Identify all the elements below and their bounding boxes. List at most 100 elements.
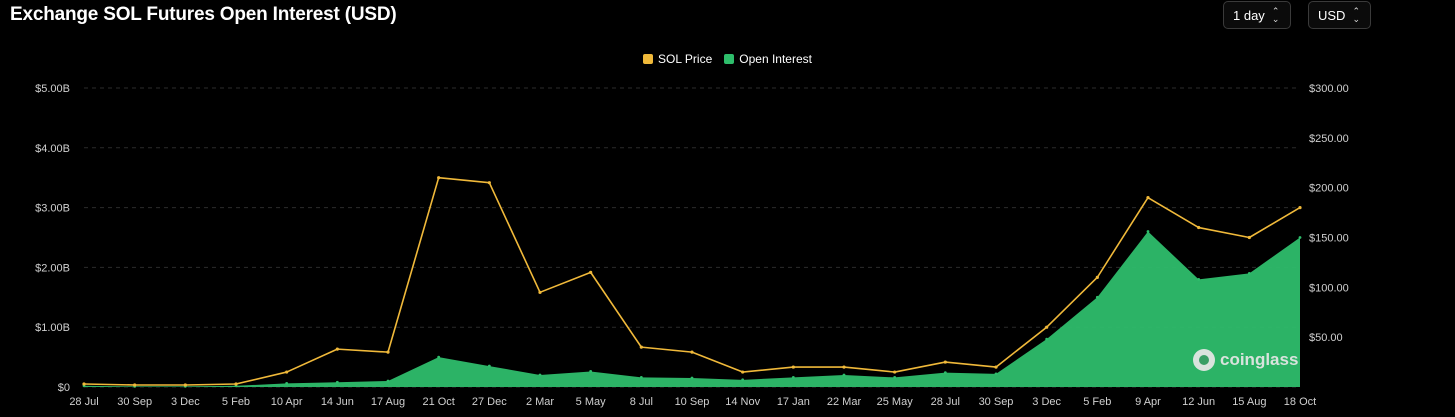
price-point bbox=[1247, 235, 1251, 240]
y-right-tick-label: $250.00 bbox=[1309, 133, 1349, 145]
price-point bbox=[639, 345, 643, 349]
x-tick-label: 18 Oct bbox=[1284, 396, 1316, 408]
chart-legend: SOL Price Open Interest bbox=[0, 52, 1455, 66]
page-title: Exchange SOL Futures Open Interest (USD) bbox=[10, 4, 397, 25]
y-right-tick-label: $150.00 bbox=[1309, 233, 1349, 245]
x-tick-label: 30 Sep bbox=[979, 396, 1014, 408]
x-tick-label: 14 Nov bbox=[725, 396, 760, 408]
legend-label-price: SOL Price bbox=[658, 52, 713, 66]
y-left-tick-label: $5.00B bbox=[35, 83, 70, 95]
x-tick-label: 5 May bbox=[576, 396, 606, 408]
y-right-tick-label: $200.00 bbox=[1309, 183, 1349, 195]
y-axis-left: $0 $1.00B $2.00B $3.00B $4.00B $5.00B bbox=[35, 83, 70, 394]
x-tick-label: 14 Jun bbox=[321, 396, 354, 408]
oi-point bbox=[1298, 236, 1302, 239]
price-point bbox=[1045, 325, 1049, 329]
oi-point bbox=[1197, 277, 1201, 281]
oi-point bbox=[943, 371, 947, 375]
x-tick-label: 8 Jul bbox=[630, 396, 653, 408]
oi-point bbox=[386, 379, 390, 383]
price-point bbox=[285, 370, 289, 374]
price-point bbox=[589, 270, 593, 274]
x-tick-label: 22 Mar bbox=[827, 396, 862, 408]
x-tick-label: 9 Apr bbox=[1135, 396, 1161, 408]
y-left-tick-label: $4.00B bbox=[35, 143, 70, 155]
oi-point bbox=[487, 364, 491, 368]
x-tick-label: 30 Sep bbox=[117, 396, 152, 408]
open-interest-area bbox=[82, 230, 1302, 388]
price-point bbox=[82, 382, 86, 386]
oi-point bbox=[1146, 230, 1150, 233]
oi-point bbox=[437, 355, 441, 359]
y-left-tick-label: $2.00B bbox=[35, 262, 70, 274]
price-point bbox=[741, 370, 745, 374]
price-point bbox=[1146, 196, 1150, 200]
x-tick-label: 10 Apr bbox=[271, 396, 303, 408]
y-axis-right: $50.00 $100.00 $150.00 $200.00 $250.00 $300.0… bbox=[1309, 83, 1349, 344]
price-point bbox=[842, 365, 846, 369]
x-tick-label: 15 Aug bbox=[1232, 396, 1266, 408]
price-point bbox=[994, 365, 998, 369]
y-left-tick-label: $0 bbox=[58, 382, 70, 394]
oi-point bbox=[741, 378, 745, 382]
price-point bbox=[335, 347, 339, 351]
x-tick-label: 5 Feb bbox=[222, 396, 250, 408]
price-point bbox=[183, 383, 187, 387]
price-point bbox=[538, 290, 542, 294]
currency-value: USD bbox=[1318, 7, 1346, 23]
y-right-tick-label: $100.00 bbox=[1309, 282, 1349, 294]
chevron-updown-icon: ⌃ ⌄ bbox=[1352, 6, 1360, 24]
watermark-text: coinglass bbox=[1220, 350, 1299, 369]
oi-point bbox=[639, 376, 643, 379]
currency-select[interactable]: USD ⌃ ⌄ bbox=[1308, 1, 1371, 29]
oi-point bbox=[791, 376, 795, 379]
oi-point bbox=[994, 372, 998, 376]
x-tick-label: 17 Aug bbox=[371, 396, 405, 408]
price-point bbox=[437, 176, 441, 180]
x-axis: 28 Jul 30 Sep 3 Dec 5 Feb 10 Apr 14 Jun 17 Aug… bbox=[69, 396, 1316, 408]
oi-point bbox=[893, 376, 897, 379]
price-point bbox=[690, 350, 694, 354]
x-tick-label: 28 Jul bbox=[931, 396, 960, 408]
legend-label-oi: Open Interest bbox=[739, 52, 812, 66]
coinglass-logo-icon bbox=[1193, 349, 1215, 371]
price-point bbox=[1298, 206, 1302, 210]
x-tick-label: 2 Mar bbox=[526, 396, 554, 408]
oi-point bbox=[538, 373, 542, 377]
price-point bbox=[943, 360, 947, 364]
x-tick-label: 27 Dec bbox=[472, 396, 507, 408]
price-point bbox=[893, 370, 897, 374]
interval-select[interactable]: 1 day ⌃ ⌄ bbox=[1223, 1, 1291, 29]
price-point bbox=[487, 181, 491, 185]
x-tick-label: 21 Oct bbox=[422, 396, 454, 408]
coinglass-watermark: coinglass bbox=[1193, 349, 1298, 371]
oi-point bbox=[1247, 271, 1251, 275]
x-tick-label: 17 Jan bbox=[777, 396, 810, 408]
legend-swatch-oi bbox=[724, 54, 735, 64]
oi-point bbox=[335, 380, 339, 384]
chevron-updown-icon: ⌃ ⌄ bbox=[1271, 6, 1280, 24]
legend-item-open-interest[interactable]: Open Interest bbox=[724, 52, 812, 66]
price-point bbox=[1197, 225, 1201, 230]
legend-item-sol-price[interactable]: SOL Price bbox=[643, 52, 712, 66]
price-point bbox=[1095, 275, 1099, 279]
y-right-tick-label: $50.00 bbox=[1309, 332, 1343, 344]
price-point bbox=[386, 350, 390, 354]
legend-swatch-price bbox=[643, 54, 654, 64]
open-interest-series bbox=[84, 231, 1300, 387]
price-point bbox=[234, 382, 238, 386]
x-tick-label: 5 Feb bbox=[1083, 396, 1111, 408]
oi-point bbox=[1095, 295, 1099, 299]
x-tick-label: 28 Jul bbox=[69, 396, 98, 408]
oi-point bbox=[285, 382, 289, 385]
oi-point bbox=[589, 370, 593, 373]
x-tick-label: 25 May bbox=[877, 396, 914, 408]
interval-value: 1 day bbox=[1233, 7, 1265, 23]
y-right-tick-label: $300.00 bbox=[1309, 83, 1349, 95]
y-left-tick-label: $1.00B bbox=[35, 322, 70, 334]
x-tick-label: 12 Jun bbox=[1182, 396, 1215, 408]
price-point bbox=[133, 383, 137, 387]
oi-point bbox=[690, 376, 694, 380]
x-tick-label: 3 Dec bbox=[171, 396, 200, 408]
